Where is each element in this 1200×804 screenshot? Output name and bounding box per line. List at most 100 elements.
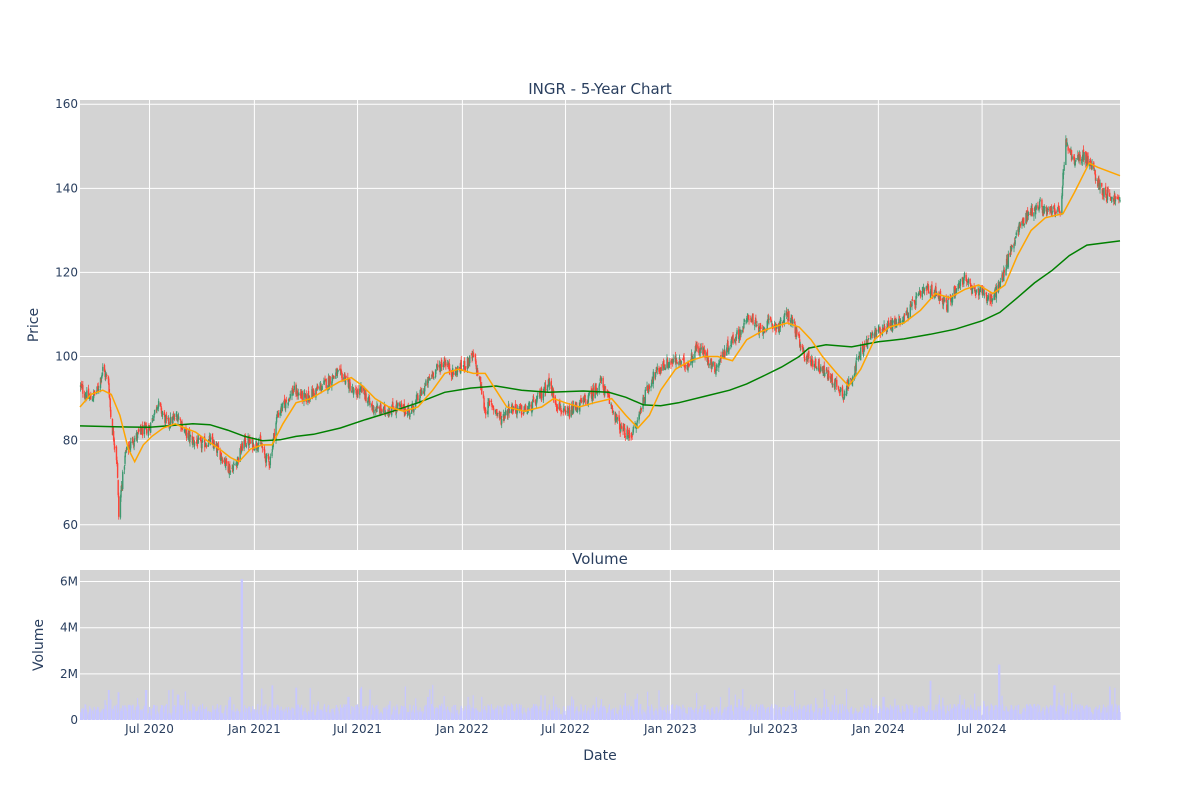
volume-bar — [983, 704, 985, 720]
volume-bar — [438, 704, 441, 720]
price-y-tick-label: 140 — [55, 181, 78, 195]
volume-bar — [1105, 707, 1107, 720]
candle-body — [445, 362, 447, 367]
candle-body — [671, 362, 673, 363]
candle-body — [867, 338, 870, 339]
candle-body — [1046, 209, 1049, 211]
volume-bar — [544, 708, 547, 720]
candle-body — [856, 358, 858, 360]
candle-body — [489, 400, 491, 402]
candle-body — [882, 327, 884, 332]
candle-body — [497, 413, 499, 414]
volume-bar — [505, 709, 507, 720]
candle-body — [352, 390, 355, 395]
candle-body — [809, 360, 812, 362]
candle-body — [128, 444, 131, 449]
volume-bar — [564, 714, 567, 720]
volume-bar — [142, 708, 144, 720]
candle-body — [707, 359, 710, 365]
volume-bar — [648, 706, 650, 720]
volume-bar — [82, 708, 84, 720]
candle-body — [199, 437, 201, 440]
candle-body — [735, 335, 738, 339]
candle-body — [124, 451, 127, 454]
candle-body — [275, 417, 278, 423]
candle-body — [100, 379, 102, 381]
candle-body — [145, 426, 148, 434]
volume-bar — [1043, 709, 1045, 720]
candle-body — [377, 406, 379, 408]
volume-bar — [974, 693, 976, 720]
volume-bar — [676, 706, 678, 720]
candle-body — [183, 429, 185, 431]
candle-body — [1062, 171, 1065, 175]
volume-bar — [825, 699, 828, 720]
volume-bar — [762, 704, 764, 720]
volume-bar — [102, 708, 104, 720]
candle-body — [276, 413, 278, 416]
volume-bar — [892, 708, 894, 720]
candle-body — [1083, 152, 1085, 161]
candle-body — [599, 383, 601, 385]
candle-body — [1117, 197, 1119, 199]
candle-body — [240, 446, 242, 454]
volume-bar — [293, 708, 295, 720]
candle-body — [1075, 158, 1077, 160]
candle-body — [861, 345, 864, 349]
candle-body — [301, 391, 303, 400]
volume-bar — [823, 689, 825, 720]
volume-bar — [949, 704, 951, 720]
candle-body — [923, 289, 926, 291]
volume-bar — [409, 704, 411, 720]
volume-bar — [580, 707, 583, 720]
candle-body — [193, 443, 196, 446]
candle-body — [1109, 192, 1111, 197]
candle-body — [710, 358, 713, 368]
volume-bar — [432, 706, 434, 720]
candle-body — [547, 385, 549, 388]
candle-body — [289, 394, 291, 399]
candle-body — [336, 371, 339, 374]
candle-body — [662, 362, 664, 371]
volume-bar — [359, 688, 361, 720]
candle-body — [450, 371, 453, 377]
volume-bar — [840, 713, 842, 720]
volume-bar — [1058, 692, 1060, 720]
volume-bar — [1091, 713, 1093, 720]
price-y-ticks: 60 80 100 120 140 160 — [55, 97, 78, 532]
volume-bar — [293, 715, 295, 720]
candle-body — [801, 346, 804, 349]
candle-body — [555, 400, 557, 405]
candle-body — [1010, 248, 1012, 251]
volume-bar — [716, 707, 718, 720]
candle-body — [793, 322, 796, 324]
candle-body — [399, 404, 401, 406]
candle-body — [767, 319, 769, 324]
candle-body — [81, 384, 83, 387]
candle-body — [1074, 160, 1077, 162]
candle-body — [84, 396, 86, 399]
volume-bar — [708, 714, 710, 720]
candle-body — [189, 434, 191, 442]
candle-body — [188, 430, 191, 440]
candle-body — [380, 404, 382, 412]
candle-body — [502, 414, 505, 418]
candle-body — [726, 347, 728, 356]
volume-bar — [995, 705, 997, 720]
volume-bar — [233, 712, 236, 720]
candle-body — [969, 278, 971, 285]
candle-body — [987, 295, 990, 300]
volume-bar — [806, 705, 808, 720]
candle-body — [743, 323, 745, 328]
candle-body — [975, 290, 978, 293]
candle-body — [644, 389, 647, 404]
candle-body — [384, 411, 387, 414]
volume-bar — [839, 704, 841, 720]
volume-bar — [517, 709, 519, 720]
x-axis-label: Date — [583, 748, 616, 764]
candle-body — [834, 381, 836, 390]
candle-body — [108, 383, 110, 395]
candle-body — [103, 365, 106, 372]
volume-bar — [126, 710, 128, 720]
candle-body — [862, 353, 865, 356]
